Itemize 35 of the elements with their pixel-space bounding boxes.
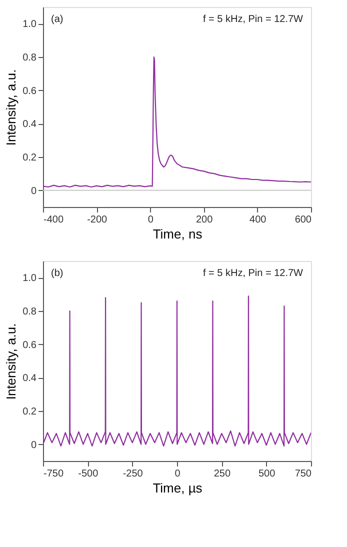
y-tick-label: 0.4 bbox=[22, 119, 37, 130]
annotation: (b) bbox=[51, 268, 64, 279]
y-tick-label: 0.4 bbox=[22, 373, 37, 384]
x-tick-label: 0 bbox=[148, 214, 154, 226]
annotation: (a) bbox=[51, 14, 64, 25]
annotation: f = 5 kHz, Pin = 12.7W bbox=[202, 14, 304, 25]
x-tick-label: -200 bbox=[87, 214, 108, 226]
x-tick-label: 0 bbox=[174, 468, 181, 480]
y-tick-label: 0.8 bbox=[22, 306, 37, 318]
x-tick-label: 250 bbox=[214, 468, 231, 480]
x-tick-label: -750 bbox=[44, 468, 64, 480]
y-tick-label: 0.2 bbox=[22, 152, 37, 164]
x-tick-label: 200 bbox=[196, 214, 214, 226]
x-tick-label: 400 bbox=[250, 214, 267, 226]
annotation: f = 5 kHz, Pin = 12.7W bbox=[202, 268, 304, 279]
x-axis-title: Time, µs bbox=[152, 480, 203, 496]
y-tick-label: 0.6 bbox=[22, 86, 37, 97]
y-axis-title: Intensity, a.u. bbox=[4, 69, 19, 146]
x-tick-label: -500 bbox=[78, 468, 99, 480]
y-axis-title: Intensity, a.u. bbox=[4, 323, 19, 400]
x-tick-label: -250 bbox=[122, 468, 144, 480]
y-tick-label: 0.8 bbox=[22, 52, 37, 64]
x-axis-title: Time, ns bbox=[152, 226, 203, 242]
x-tick-label: 600 bbox=[294, 214, 312, 226]
y-tick-label: 0.6 bbox=[22, 340, 37, 351]
y-tick-label: 0 bbox=[30, 440, 37, 451]
x-tick-label: -400 bbox=[44, 214, 64, 226]
line-series bbox=[43, 295, 311, 447]
y-tick-label: 1.0 bbox=[22, 273, 37, 284]
y-tick-label: 0 bbox=[30, 186, 37, 197]
x-tick-label: 750 bbox=[294, 468, 312, 480]
x-tick-label: 500 bbox=[258, 468, 276, 480]
y-tick-label: 1.0 bbox=[22, 19, 37, 30]
line-series bbox=[43, 56, 311, 188]
y-tick-label: 0.2 bbox=[22, 406, 37, 418]
